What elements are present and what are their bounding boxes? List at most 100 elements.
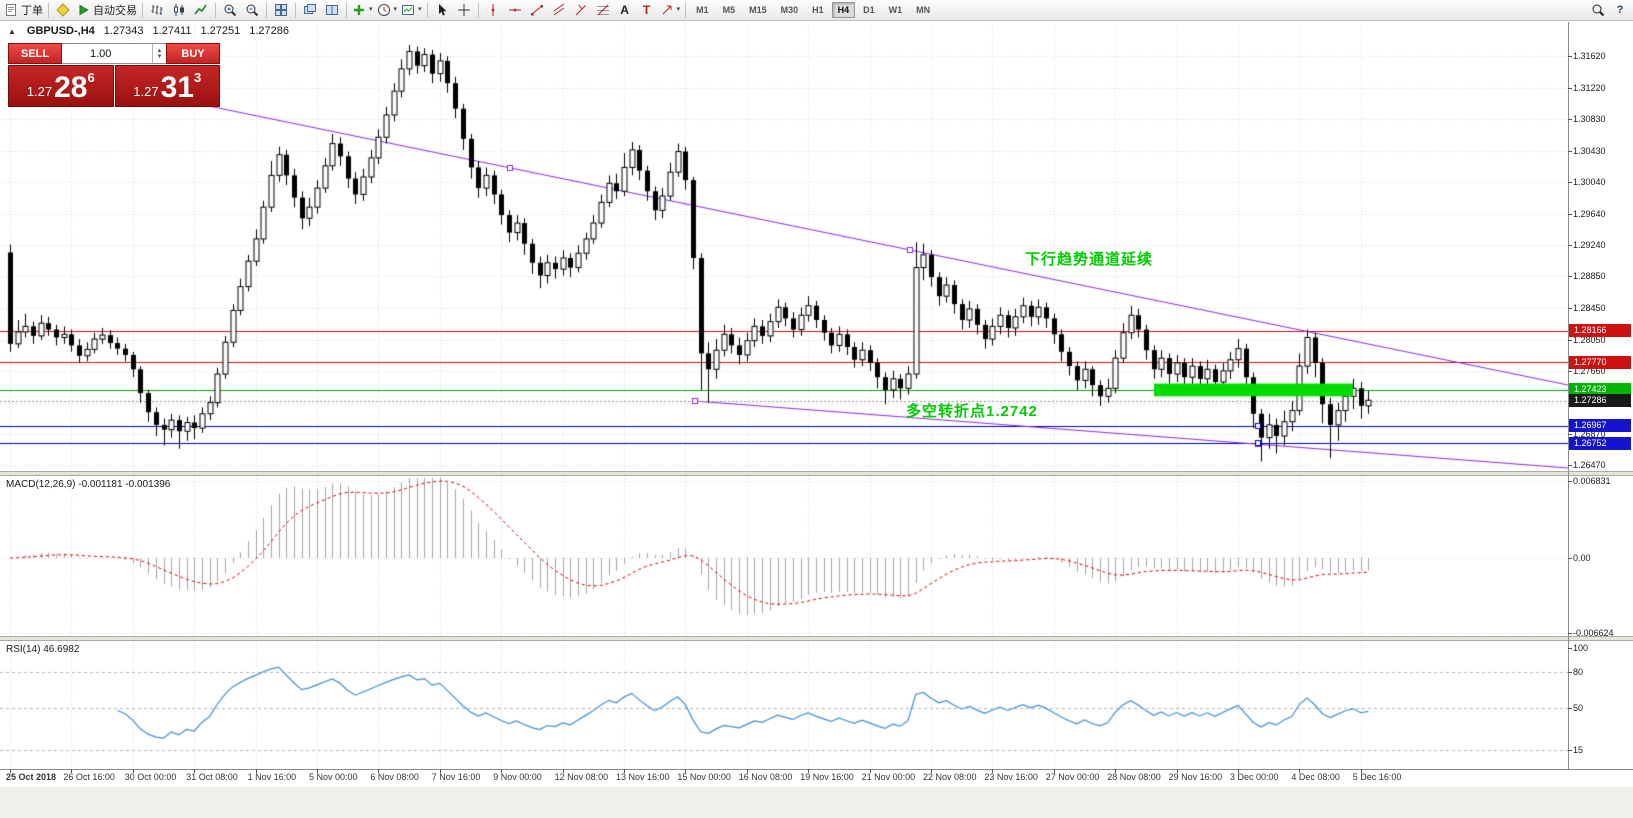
- price-axis-tick: [1568, 151, 1572, 152]
- diamond-icon: [56, 3, 70, 17]
- zoom-in-icon: [224, 4, 237, 17]
- price-axis-label: 1.31220: [1573, 82, 1606, 93]
- new-order-button[interactable]: 丁单: [2, 1, 45, 19]
- line-chart-button[interactable]: [190, 1, 212, 19]
- toolbar-separator: [142, 2, 143, 18]
- macd-axis-label: 0.006831: [1573, 476, 1611, 486]
- sell-price-box[interactable]: 1.27 28 6: [8, 65, 114, 107]
- templates-button[interactable]: ▾: [399, 1, 424, 19]
- time-axis-label: 31 Oct 08:00: [186, 772, 238, 782]
- crosshair-button[interactable]: [453, 1, 475, 19]
- time-axis-label: 9 Nov 00:00: [493, 772, 542, 782]
- zoom-out-icon: [246, 4, 259, 17]
- price-axis-label: 1.26470: [1573, 460, 1606, 471]
- price-axis-tick: [1568, 245, 1572, 246]
- bar-chart-button[interactable]: [146, 1, 168, 19]
- metaquotes-button[interactable]: [52, 1, 74, 19]
- timeframe-M5[interactable]: M5: [722, 5, 736, 15]
- trendline-button[interactable]: [526, 1, 548, 19]
- panel-splitter[interactable]: [0, 636, 1633, 641]
- time-axis-label: 23 Nov 16:00: [984, 772, 1038, 782]
- buy-price-box[interactable]: 1.27 31 3: [114, 65, 220, 107]
- time-axis-tick: [1238, 769, 1239, 773]
- sell-button[interactable]: SELL: [8, 43, 62, 64]
- vertical-line-button[interactable]: [482, 1, 504, 19]
- price-chart-canvas[interactable]: [0, 22, 1568, 471]
- text-button[interactable]: A: [620, 3, 629, 17]
- toolbar-separator: [48, 2, 49, 18]
- timeframe-H4[interactable]: H4: [831, 2, 856, 18]
- price-axis-tick: [1568, 214, 1572, 215]
- price-tag-1.26967[interactable]: 1.26967: [1569, 419, 1631, 433]
- timeframe-M30[interactable]: M30: [780, 5, 799, 15]
- timeframe-D1[interactable]: D1: [863, 5, 875, 15]
- macd-axis-tick: [1568, 481, 1572, 482]
- buy-price-pip: 3: [193, 70, 202, 85]
- help-button[interactable]: ?: [1616, 4, 1624, 16]
- price-tag-1.27423[interactable]: 1.27423: [1569, 383, 1631, 397]
- candlestick-icon: [174, 4, 184, 16]
- chevron-down-icon: ▾: [393, 6, 398, 13]
- price-tag-1.28166[interactable]: 1.28166: [1569, 324, 1631, 338]
- time-axis-label: 1 Nov 16:00: [247, 772, 297, 782]
- volume-spinner[interactable]: ▲ ▼: [152, 44, 166, 63]
- one-click-trading-panel: SELL 1.00 ▲ ▼ BUY 1.27 28 6 1.27 31 3: [8, 43, 220, 107]
- chart-annotation-pivot[interactable]: 多空转折点1.2742: [906, 403, 1038, 420]
- pitchfork-button[interactable]: [570, 1, 592, 19]
- price-tag-1.27286[interactable]: 1.27286: [1569, 394, 1631, 408]
- chevron-down-icon: ▾: [418, 6, 422, 13]
- zoom-out-button[interactable]: [241, 1, 263, 19]
- time-axis-tick: [747, 769, 748, 773]
- timeframe-MN[interactable]: MN: [916, 5, 931, 15]
- arrows-button[interactable]: ▾: [658, 1, 683, 19]
- add-indicator-button[interactable]: ▾: [350, 1, 375, 19]
- time-axis-tick: [1361, 769, 1362, 773]
- text-label-button[interactable]: T: [642, 3, 651, 17]
- arrow-icon: [662, 5, 672, 15]
- tile-windows-button[interactable]: [270, 1, 292, 19]
- macd-panel-canvas[interactable]: [0, 476, 1568, 636]
- price-axis-separator: [1568, 22, 1569, 787]
- timeframe-M1[interactable]: M1: [696, 5, 709, 15]
- price-tag-1.26752[interactable]: 1.26752: [1569, 436, 1631, 450]
- time-axis-tick: [870, 769, 871, 773]
- spin-up-icon[interactable]: ▲: [156, 47, 163, 54]
- timeframe-W1[interactable]: W1: [888, 5, 903, 15]
- periods-button[interactable]: ▾: [375, 1, 400, 19]
- rsi-axis-label: 50: [1573, 703, 1584, 713]
- crosshair-icon: [457, 4, 470, 16]
- time-axis-tick: [992, 769, 993, 773]
- rsi-panel-canvas[interactable]: [0, 641, 1568, 769]
- time-axis-label: 25 Oct 2018: [6, 772, 57, 782]
- search-button[interactable]: [1587, 1, 1609, 19]
- horizontal-line-button[interactable]: [504, 1, 526, 19]
- timeframe-M15[interactable]: M15: [749, 5, 767, 15]
- symbol-period-label: GBPUSD-,H4: [26, 25, 95, 37]
- channel-button[interactable]: [548, 1, 570, 19]
- candlestick-chart-button[interactable]: [168, 1, 190, 19]
- chart-annotation-trend[interactable]: 下行趋势通道延续: [1025, 251, 1154, 268]
- macd-axis-label: 0.00: [1573, 553, 1591, 563]
- volume-field[interactable]: 1.00 ▲ ▼: [62, 43, 166, 64]
- time-axis-tick: [317, 769, 318, 773]
- cascade-windows-button[interactable]: [299, 1, 321, 19]
- buy-button[interactable]: BUY: [166, 43, 220, 64]
- time-axis-tick: [10, 769, 11, 773]
- symbol-info-line: ▲ GBPUSD-,H4 1.27343 1.27411 1.27251 1.2…: [8, 25, 289, 37]
- rsi-axis-tick: [1568, 708, 1572, 709]
- spin-down-icon[interactable]: ▼: [156, 53, 163, 60]
- cursor-button[interactable]: [431, 1, 453, 19]
- timeframe-H1[interactable]: H1: [812, 5, 824, 15]
- collapse-arrow-icon[interactable]: ▲: [8, 26, 16, 36]
- panel-splitter[interactable]: [0, 471, 1633, 476]
- zoom-in-button[interactable]: [219, 1, 241, 19]
- price-tag-1.27770[interactable]: 1.27770: [1569, 355, 1631, 369]
- fibonacci-button[interactable]: [592, 1, 614, 19]
- time-axis[interactable]: [0, 769, 1633, 787]
- split-window-button[interactable]: [321, 1, 343, 19]
- autotrade-button[interactable]: 自动交易: [74, 1, 139, 19]
- time-axis-tick: [685, 769, 686, 773]
- rsi-label: RSI(14) 46.6982: [6, 644, 80, 655]
- time-axis-tick: [440, 769, 441, 773]
- time-axis-tick: [1299, 769, 1300, 773]
